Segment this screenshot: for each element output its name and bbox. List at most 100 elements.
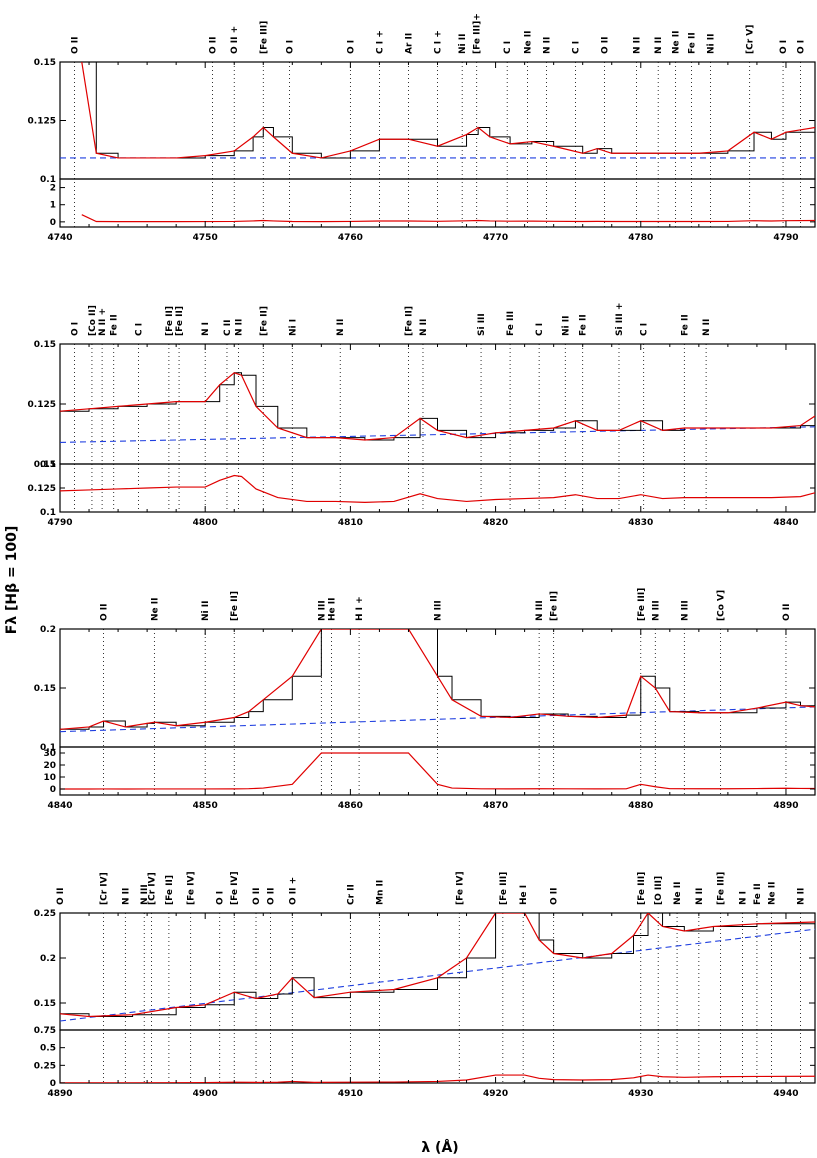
line-label: Ne II xyxy=(524,31,534,54)
x-tick-label: 4770 xyxy=(483,233,508,243)
line-label: [Fe III] xyxy=(637,872,647,905)
x-tick-label: 4860 xyxy=(338,801,363,811)
line-label: [Fe II] xyxy=(165,306,175,336)
x-tick-label: 4910 xyxy=(338,1089,363,1099)
model-spectrum xyxy=(60,913,815,1018)
panel-3: O II Ne II Ni II [Fe II] N III He II H I + N II… xyxy=(34,588,816,811)
line-label: N III xyxy=(140,884,150,905)
line-label: Fe II xyxy=(110,314,120,336)
line-markers: O II Ne II Ni II [Fe II] N III He II H I + N II… xyxy=(100,588,792,795)
y-tick-label: 0.1 xyxy=(40,460,56,470)
y-tick-label: 0.125 xyxy=(28,117,56,127)
line-label: N II xyxy=(542,37,552,54)
line-label: O II xyxy=(550,888,560,905)
y-tick-label: 2 xyxy=(50,184,56,194)
line-label: C I xyxy=(640,323,650,336)
x-tick-label: 4830 xyxy=(628,518,653,528)
line-markers: O II O II O II + [Fe III] O I O I C I + Ar II C … xyxy=(71,13,806,227)
line-markers: O II [Cr IV] N II N III[Cr IV] [Fe II] [Fe IV… xyxy=(56,871,806,1083)
y-axis-residual: 0 10 20 30 xyxy=(43,749,815,795)
x-axis: 4790 4800 4810 4820 4830 4840 xyxy=(47,344,816,528)
line-label: O II xyxy=(782,604,792,621)
line-label: N III xyxy=(651,600,661,621)
line-label: [Fe IV] xyxy=(455,871,465,905)
y-tick-label: 30 xyxy=(43,749,56,759)
line-label: N II xyxy=(235,319,245,336)
continuum-line xyxy=(59,928,816,1022)
y-tick-label: 0 xyxy=(50,218,56,228)
line-label: O I xyxy=(779,40,789,54)
residual-frame xyxy=(59,463,816,513)
line-label: O II xyxy=(267,888,277,905)
line-label: Fe II xyxy=(579,314,589,336)
line-label: Ne II xyxy=(672,31,682,54)
line-label: O I xyxy=(796,40,806,54)
y-tick-label: 0.125 xyxy=(28,400,56,410)
x-tick-label: 4760 xyxy=(338,233,363,243)
y-axis-top: 0.1 0.15 0.2 xyxy=(34,625,815,753)
line-label: [Fe II] xyxy=(165,875,175,905)
line-label: He I xyxy=(519,885,529,905)
x-tick-label: 4750 xyxy=(193,233,218,243)
residual-frame xyxy=(59,1029,816,1084)
line-label: [Fe II] xyxy=(259,306,269,336)
line-label: O I xyxy=(71,322,81,336)
y-tick-label: 0.125 xyxy=(28,484,56,494)
y-tick-label: 0.25 xyxy=(34,909,56,919)
y-tick-label: 0.1 xyxy=(40,508,56,518)
line-label: N III xyxy=(535,600,545,621)
line-label: O II + xyxy=(230,26,240,54)
x-axis-title: λ (Å) xyxy=(421,1139,458,1156)
line-label: N I xyxy=(201,322,211,336)
y-axis-top: 0.15 0.2 0.25 xyxy=(34,909,815,1009)
line-label: O I xyxy=(216,891,226,905)
y-tick-label: 0 xyxy=(50,1079,56,1089)
x-tick-label: 4920 xyxy=(483,1089,508,1099)
x-tick-label: 4890 xyxy=(773,801,798,811)
line-markers: O I [Co II] N II + Fe II C I [Fe II] [Fe II] N … xyxy=(71,303,712,512)
line-label: Cr II xyxy=(346,884,356,905)
line-label: O II xyxy=(71,37,81,54)
line-label: O II xyxy=(600,37,610,54)
x-tick-label: 4850 xyxy=(193,801,218,811)
line-label: N II xyxy=(695,888,705,905)
line-label: He II xyxy=(328,598,338,621)
y-tick-label: 10 xyxy=(43,773,56,783)
continuum-line xyxy=(59,426,816,443)
y-tick-label: 20 xyxy=(43,761,56,771)
y-tick-label: 0.5 xyxy=(40,1044,56,1054)
y-axis-title: Fλ [Hβ = 100] xyxy=(4,526,20,635)
line-label: H I + xyxy=(355,596,365,621)
line-label: Ni II xyxy=(201,601,211,621)
line-label: [Co II] xyxy=(88,305,98,336)
y-tick-label: 0.15 xyxy=(34,58,56,68)
line-label: C I xyxy=(535,323,545,336)
y-tick-label: 0.15 xyxy=(34,340,56,350)
line-label: O II + xyxy=(288,877,298,905)
y-tick-label: 0.1 xyxy=(40,175,56,185)
line-label: Ne II xyxy=(767,882,777,905)
line-label: Mn II xyxy=(375,880,385,905)
y-tick-label: 0.2 xyxy=(40,625,56,635)
line-label: [Fe III] xyxy=(259,21,269,54)
line-label: Si III xyxy=(477,313,487,336)
x-tick-label: 4870 xyxy=(483,801,508,811)
x-axis: 4890 4900 4910 4920 4930 4940 xyxy=(47,913,816,1099)
line-label: Fe II xyxy=(753,883,763,905)
top-frame xyxy=(59,61,816,180)
x-tick-label: 4740 xyxy=(47,233,72,243)
observed-spectrum xyxy=(81,62,815,159)
line-label: Ni II xyxy=(561,316,571,336)
line-label: O II xyxy=(252,888,262,905)
residual-curve xyxy=(81,214,815,223)
x-tick-label: 4780 xyxy=(628,233,653,243)
line-label: N II xyxy=(419,319,429,336)
x-axis: 4740 4750 4760 4770 4780 4790 xyxy=(47,62,816,243)
line-label: [Fe II] xyxy=(550,591,560,621)
line-label: N II xyxy=(632,37,642,54)
line-label: Ni I xyxy=(288,319,298,336)
line-label: C I xyxy=(134,323,144,336)
line-label: [Fe IV] xyxy=(230,871,240,905)
y-tick-label: 0.75 xyxy=(34,1026,56,1036)
model-spectrum xyxy=(81,62,815,159)
